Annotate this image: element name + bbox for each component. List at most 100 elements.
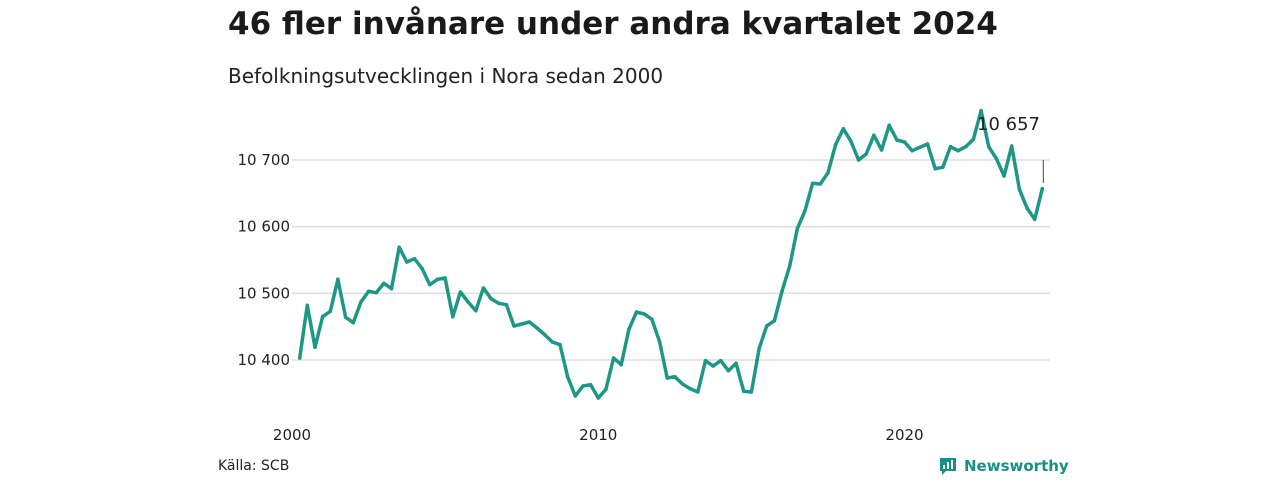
data-point bbox=[741, 389, 746, 394]
data-point bbox=[565, 374, 570, 379]
gridlines bbox=[292, 159, 1050, 361]
data-point bbox=[420, 266, 425, 271]
data-point bbox=[336, 277, 340, 282]
source-note: Källa: SCB bbox=[218, 458, 290, 474]
data-point bbox=[895, 138, 899, 142]
data-point bbox=[405, 260, 409, 264]
annotation-label: 10 657 bbox=[977, 114, 1040, 135]
x-axis-ticks: 2000 2010 2020 bbox=[273, 426, 924, 444]
y-tick-label: 10 500 bbox=[238, 284, 291, 302]
newsworthy-logo-icon bbox=[940, 458, 956, 475]
series-layer bbox=[297, 108, 1045, 400]
data-point bbox=[359, 300, 363, 304]
data-point bbox=[1040, 186, 1045, 191]
data-point bbox=[764, 324, 769, 328]
data-point bbox=[971, 137, 976, 142]
data-point bbox=[780, 289, 784, 294]
data-point bbox=[818, 182, 823, 186]
data-point bbox=[902, 140, 907, 144]
data-point bbox=[366, 289, 371, 294]
data-point bbox=[389, 286, 394, 291]
data-point bbox=[1032, 217, 1037, 222]
data-point bbox=[619, 362, 623, 367]
y-tick-label: 10 700 bbox=[238, 151, 291, 169]
data-point bbox=[642, 312, 646, 316]
data-point bbox=[657, 339, 662, 344]
y-tick-label: 10 400 bbox=[238, 351, 291, 369]
data-point bbox=[1025, 206, 1029, 210]
data-point bbox=[948, 144, 953, 149]
data-point bbox=[719, 358, 723, 363]
data-point bbox=[673, 374, 677, 379]
data-point bbox=[795, 226, 800, 231]
data-point bbox=[910, 148, 914, 153]
data-point bbox=[535, 326, 539, 330]
data-point bbox=[412, 256, 417, 261]
data-point bbox=[1002, 174, 1006, 178]
data-point bbox=[826, 170, 830, 175]
data-point bbox=[803, 208, 807, 213]
data-point bbox=[956, 148, 960, 153]
data-point bbox=[320, 314, 325, 319]
data-point bbox=[313, 345, 317, 350]
data-point bbox=[680, 382, 685, 386]
data-point bbox=[305, 303, 310, 308]
data-point bbox=[879, 148, 884, 152]
data-point bbox=[887, 123, 891, 128]
data-point bbox=[841, 126, 846, 131]
data-point bbox=[627, 327, 631, 332]
chart-subtitle: Befolkningsutvecklingen i Nora sedan 200… bbox=[228, 64, 664, 88]
data-point bbox=[451, 314, 455, 319]
data-point bbox=[496, 301, 501, 306]
x-tick-label: 2010 bbox=[579, 426, 617, 444]
data-point bbox=[979, 108, 983, 113]
data-point bbox=[918, 145, 922, 150]
data-point bbox=[550, 340, 555, 344]
data-point bbox=[573, 394, 578, 398]
data-point bbox=[374, 290, 379, 295]
data-point bbox=[435, 277, 440, 282]
data-point bbox=[611, 356, 616, 360]
data-point bbox=[512, 324, 516, 328]
data-point bbox=[833, 142, 838, 147]
data-point bbox=[734, 361, 738, 366]
data-point bbox=[964, 144, 968, 149]
data-point bbox=[726, 368, 731, 373]
y-axis-ticks: 10 400 10 500 10 600 10 700 bbox=[238, 151, 291, 369]
data-point bbox=[297, 356, 302, 360]
data-point bbox=[558, 342, 562, 347]
data-point bbox=[703, 358, 708, 363]
x-tick-label: 2020 bbox=[885, 426, 923, 444]
brand-name: Newsworthy bbox=[964, 457, 1069, 475]
data-point bbox=[328, 309, 333, 314]
data-point bbox=[596, 396, 601, 400]
data-point bbox=[604, 387, 608, 392]
x-tick-label: 2000 bbox=[273, 426, 311, 444]
data-point bbox=[527, 320, 532, 324]
annotation-layer: 10 657 bbox=[977, 114, 1044, 183]
data-point bbox=[787, 264, 792, 268]
data-point bbox=[864, 152, 868, 156]
line-chart: 10 400 10 500 10 600 10 700 2000 2010 2020 10… bbox=[238, 108, 1050, 444]
data-point bbox=[749, 390, 754, 394]
data-point bbox=[634, 310, 639, 314]
data-point bbox=[504, 302, 509, 307]
data-point bbox=[474, 308, 478, 313]
data-point bbox=[343, 315, 348, 320]
data-point bbox=[443, 276, 447, 280]
data-point bbox=[711, 364, 715, 368]
data-point bbox=[588, 382, 593, 387]
data-point bbox=[849, 139, 853, 144]
data-point bbox=[1017, 187, 1022, 192]
data-point bbox=[428, 282, 432, 287]
data-point bbox=[757, 346, 761, 351]
data-point bbox=[542, 332, 547, 337]
data-point bbox=[941, 165, 945, 170]
data-point bbox=[351, 320, 356, 325]
data-point bbox=[688, 386, 692, 391]
data-point bbox=[382, 281, 386, 286]
y-tick-label: 10 600 bbox=[238, 218, 291, 236]
data-point bbox=[489, 296, 493, 301]
data-point bbox=[986, 144, 991, 149]
data-point bbox=[772, 318, 777, 323]
